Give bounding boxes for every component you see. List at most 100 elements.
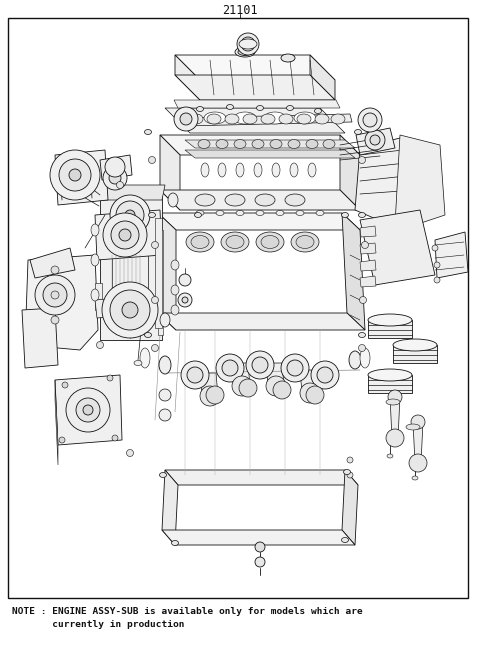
Ellipse shape — [285, 194, 305, 206]
Ellipse shape — [255, 194, 275, 206]
Ellipse shape — [218, 163, 226, 177]
Circle shape — [266, 376, 286, 396]
Ellipse shape — [406, 424, 420, 430]
Circle shape — [110, 195, 150, 235]
Polygon shape — [360, 276, 376, 287]
Polygon shape — [100, 190, 162, 340]
Polygon shape — [266, 363, 284, 386]
Polygon shape — [160, 135, 180, 210]
Text: currently in production: currently in production — [12, 620, 184, 629]
Polygon shape — [360, 260, 376, 271]
Circle shape — [159, 389, 171, 401]
Polygon shape — [393, 345, 437, 363]
Circle shape — [110, 290, 150, 330]
Circle shape — [255, 542, 265, 552]
Circle shape — [103, 166, 127, 190]
Polygon shape — [182, 114, 352, 126]
Polygon shape — [160, 190, 360, 210]
Ellipse shape — [341, 212, 348, 217]
Circle shape — [69, 169, 81, 181]
Polygon shape — [368, 375, 412, 393]
Circle shape — [182, 297, 188, 303]
Polygon shape — [395, 135, 445, 225]
Circle shape — [59, 437, 65, 443]
Circle shape — [179, 274, 191, 286]
Circle shape — [281, 354, 309, 382]
Circle shape — [370, 135, 380, 145]
Polygon shape — [95, 185, 165, 200]
Polygon shape — [200, 373, 218, 396]
Polygon shape — [340, 135, 360, 210]
Ellipse shape — [294, 112, 316, 124]
Ellipse shape — [276, 210, 284, 215]
Ellipse shape — [297, 114, 311, 124]
Polygon shape — [355, 138, 420, 225]
Circle shape — [311, 361, 339, 389]
Ellipse shape — [160, 313, 170, 327]
Ellipse shape — [91, 289, 99, 301]
Ellipse shape — [227, 104, 233, 110]
Bar — [8, 18, 468, 598]
Ellipse shape — [368, 314, 412, 326]
Ellipse shape — [386, 399, 400, 405]
Ellipse shape — [91, 224, 99, 236]
Ellipse shape — [148, 212, 156, 217]
Circle shape — [359, 156, 365, 164]
Ellipse shape — [234, 112, 256, 124]
Ellipse shape — [308, 163, 316, 177]
Ellipse shape — [349, 351, 361, 369]
Ellipse shape — [134, 361, 142, 365]
Circle shape — [361, 242, 369, 248]
Polygon shape — [175, 55, 200, 100]
Ellipse shape — [234, 139, 246, 148]
Circle shape — [187, 367, 203, 383]
Circle shape — [105, 157, 125, 177]
Ellipse shape — [290, 163, 298, 177]
Ellipse shape — [296, 235, 314, 248]
Circle shape — [432, 245, 438, 251]
Ellipse shape — [235, 47, 255, 57]
Ellipse shape — [196, 210, 204, 215]
Ellipse shape — [272, 163, 280, 177]
Circle shape — [434, 277, 440, 283]
Ellipse shape — [216, 139, 228, 148]
Ellipse shape — [355, 129, 361, 135]
Circle shape — [365, 130, 385, 150]
Ellipse shape — [252, 139, 264, 148]
Polygon shape — [165, 108, 345, 133]
Circle shape — [216, 354, 244, 382]
Circle shape — [66, 388, 110, 432]
Circle shape — [111, 221, 139, 249]
Ellipse shape — [216, 210, 224, 215]
Circle shape — [273, 381, 291, 399]
Polygon shape — [95, 210, 162, 260]
Circle shape — [252, 357, 268, 373]
Ellipse shape — [279, 114, 293, 124]
Polygon shape — [158, 313, 365, 330]
Polygon shape — [100, 155, 132, 180]
Ellipse shape — [256, 210, 264, 215]
Ellipse shape — [281, 54, 295, 62]
Ellipse shape — [331, 114, 345, 124]
Ellipse shape — [144, 129, 152, 135]
Ellipse shape — [195, 194, 215, 206]
Ellipse shape — [306, 139, 318, 148]
Ellipse shape — [393, 339, 437, 351]
Ellipse shape — [360, 348, 370, 368]
Ellipse shape — [359, 212, 365, 217]
Polygon shape — [360, 243, 376, 254]
Polygon shape — [160, 135, 360, 155]
Ellipse shape — [287, 106, 293, 110]
Polygon shape — [162, 530, 355, 545]
Polygon shape — [165, 470, 358, 485]
Circle shape — [358, 108, 382, 132]
Ellipse shape — [207, 114, 221, 124]
Ellipse shape — [261, 114, 275, 124]
Circle shape — [317, 367, 333, 383]
Ellipse shape — [221, 232, 249, 252]
Circle shape — [62, 382, 68, 388]
Ellipse shape — [412, 476, 418, 480]
Polygon shape — [25, 255, 98, 350]
Circle shape — [360, 296, 367, 304]
Polygon shape — [185, 150, 355, 158]
